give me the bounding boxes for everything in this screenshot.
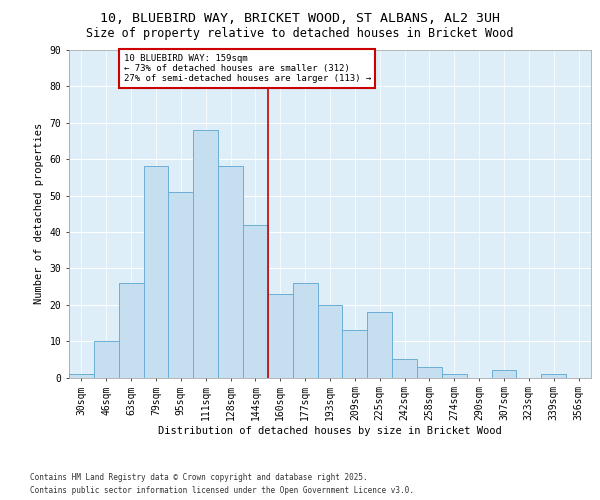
Bar xyxy=(343,330,367,378)
Bar xyxy=(193,130,218,378)
Bar xyxy=(417,366,442,378)
Y-axis label: Number of detached properties: Number of detached properties xyxy=(34,123,44,304)
Text: Contains HM Land Registry data © Crown copyright and database right 2025.: Contains HM Land Registry data © Crown c… xyxy=(30,472,368,482)
X-axis label: Distribution of detached houses by size in Bricket Wood: Distribution of detached houses by size … xyxy=(158,426,502,436)
Bar xyxy=(218,166,243,378)
Text: 10 BLUEBIRD WAY: 159sqm
← 73% of detached houses are smaller (312)
27% of semi-d: 10 BLUEBIRD WAY: 159sqm ← 73% of detache… xyxy=(124,54,371,84)
Bar xyxy=(317,304,343,378)
Text: Contains public sector information licensed under the Open Government Licence v3: Contains public sector information licen… xyxy=(30,486,414,495)
Bar xyxy=(392,360,417,378)
Bar xyxy=(119,283,143,378)
Bar xyxy=(243,224,268,378)
Bar xyxy=(442,374,467,378)
Bar xyxy=(541,374,566,378)
Bar xyxy=(268,294,293,378)
Bar xyxy=(169,192,193,378)
Bar xyxy=(293,283,317,378)
Bar xyxy=(367,312,392,378)
Bar xyxy=(69,374,94,378)
Bar xyxy=(94,341,119,378)
Bar xyxy=(491,370,517,378)
Text: Size of property relative to detached houses in Bricket Wood: Size of property relative to detached ho… xyxy=(86,28,514,40)
Text: 10, BLUEBIRD WAY, BRICKET WOOD, ST ALBANS, AL2 3UH: 10, BLUEBIRD WAY, BRICKET WOOD, ST ALBAN… xyxy=(100,12,500,26)
Bar xyxy=(143,166,169,378)
